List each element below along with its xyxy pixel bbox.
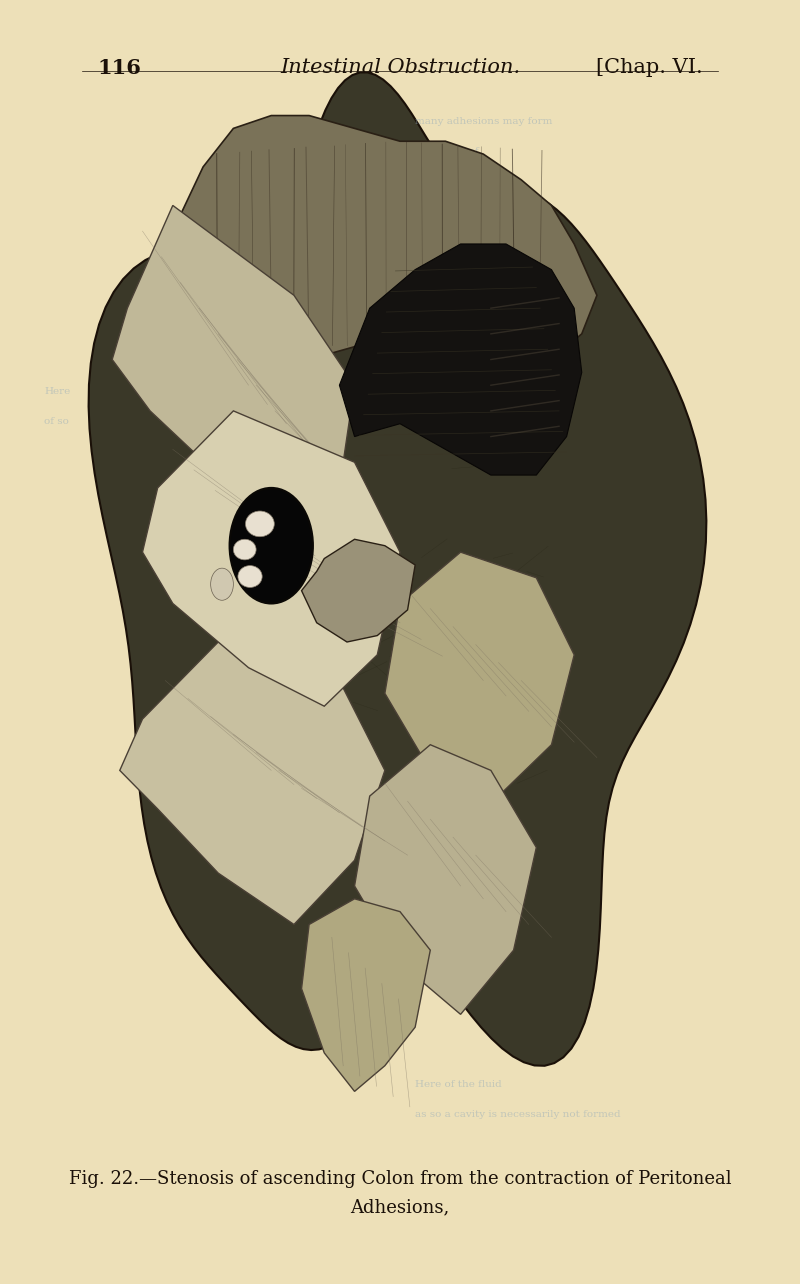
Polygon shape <box>354 745 536 1014</box>
Polygon shape <box>302 899 430 1091</box>
Text: many adhesions may form: many adhesions may form <box>415 117 553 127</box>
Text: of so: of so <box>44 416 69 426</box>
Text: is. Brown: is. Brown <box>415 326 465 336</box>
Ellipse shape <box>234 539 256 560</box>
Text: are the loops: are the loops <box>415 207 484 217</box>
Polygon shape <box>302 539 415 642</box>
Ellipse shape <box>238 565 262 588</box>
Text: Adhesions,: Adhesions, <box>350 1198 450 1216</box>
Text: Here: Here <box>44 386 70 397</box>
Text: ado the: ado the <box>415 267 454 277</box>
Text: Sometimes: Sometimes <box>415 236 473 247</box>
Text: results and: results and <box>415 386 474 397</box>
Polygon shape <box>142 411 400 706</box>
Text: 116: 116 <box>97 58 141 78</box>
Ellipse shape <box>210 568 234 600</box>
Ellipse shape <box>246 511 274 537</box>
Text: as so a cavity is necessarily not formed: as so a cavity is necessarily not formed <box>415 1109 621 1120</box>
Text: Here of the fluid: Here of the fluid <box>415 1080 502 1090</box>
Text: Fig. 22.—Stenosis of ascending Colon from the contraction of Peritoneal: Fig. 22.—Stenosis of ascending Colon fro… <box>69 1170 731 1188</box>
Text: case.: case. <box>415 357 442 367</box>
Text: of death: of death <box>415 416 458 426</box>
Polygon shape <box>173 116 597 360</box>
Ellipse shape <box>230 488 313 603</box>
Polygon shape <box>112 205 354 552</box>
Polygon shape <box>89 72 706 1066</box>
Polygon shape <box>339 244 582 475</box>
Text: p.: p. <box>415 177 425 187</box>
Text: [Chap. VI.: [Chap. VI. <box>596 58 703 77</box>
Polygon shape <box>120 642 385 924</box>
Text: Intestinal Obstruction.: Intestinal Obstruction. <box>280 58 520 77</box>
Text: little loop of: little loop of <box>415 146 479 157</box>
Polygon shape <box>385 552 574 796</box>
Text: of the loop: of the loop <box>415 297 471 307</box>
